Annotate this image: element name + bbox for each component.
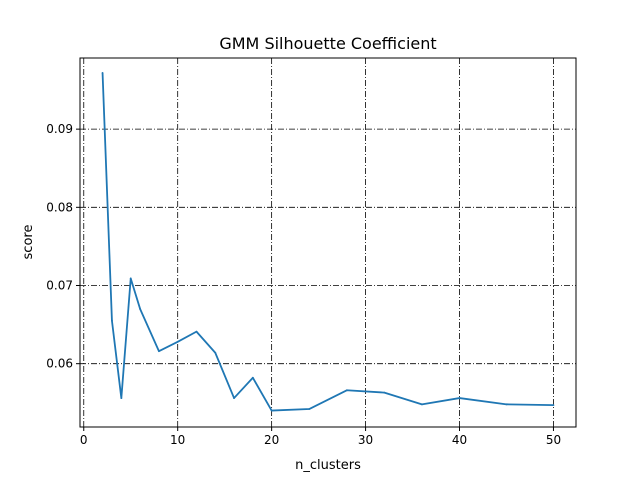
data-point <box>552 404 555 407</box>
data-point <box>158 350 160 353</box>
y-axis-label: score <box>21 225 36 260</box>
x-tick-label: 10 <box>170 433 185 447</box>
x-tick-label: 20 <box>264 433 279 447</box>
data-point <box>251 376 254 379</box>
x-tick-label: 40 <box>452 433 467 447</box>
ticks: 0 10 20 30 40 50 0.06 0.07 0.08 0.09 <box>46 122 561 447</box>
chart-title: GMM Silhouette Coefficient <box>219 34 436 53</box>
data-point <box>383 391 386 394</box>
data-point <box>270 409 273 412</box>
x-tick-label: 50 <box>546 433 561 447</box>
data-point <box>195 330 198 333</box>
data-point <box>505 403 508 406</box>
y-tick-label: 0.08 <box>46 200 73 214</box>
data-point <box>233 397 235 399</box>
data-point <box>308 408 311 410</box>
grid <box>80 58 576 427</box>
data-point <box>101 71 104 74</box>
data-point <box>129 277 132 280</box>
y-tick-label: 0.06 <box>46 357 73 371</box>
data-point <box>111 319 113 322</box>
data-point <box>214 351 217 354</box>
data-point <box>139 308 142 310</box>
y-tick-label: 0.07 <box>46 278 73 292</box>
x-axis-label: n_clusters <box>295 458 361 473</box>
x-tick-label: 0 <box>80 433 88 447</box>
x-tick-label: 30 <box>358 433 373 447</box>
data-point <box>176 340 179 343</box>
data-point <box>458 397 461 399</box>
plot-frame <box>79 57 577 428</box>
data-point <box>120 397 123 399</box>
data-point <box>421 403 423 406</box>
y-tick-label: 0.09 <box>46 122 73 136</box>
data-point <box>345 389 348 392</box>
series-layer <box>101 71 555 412</box>
